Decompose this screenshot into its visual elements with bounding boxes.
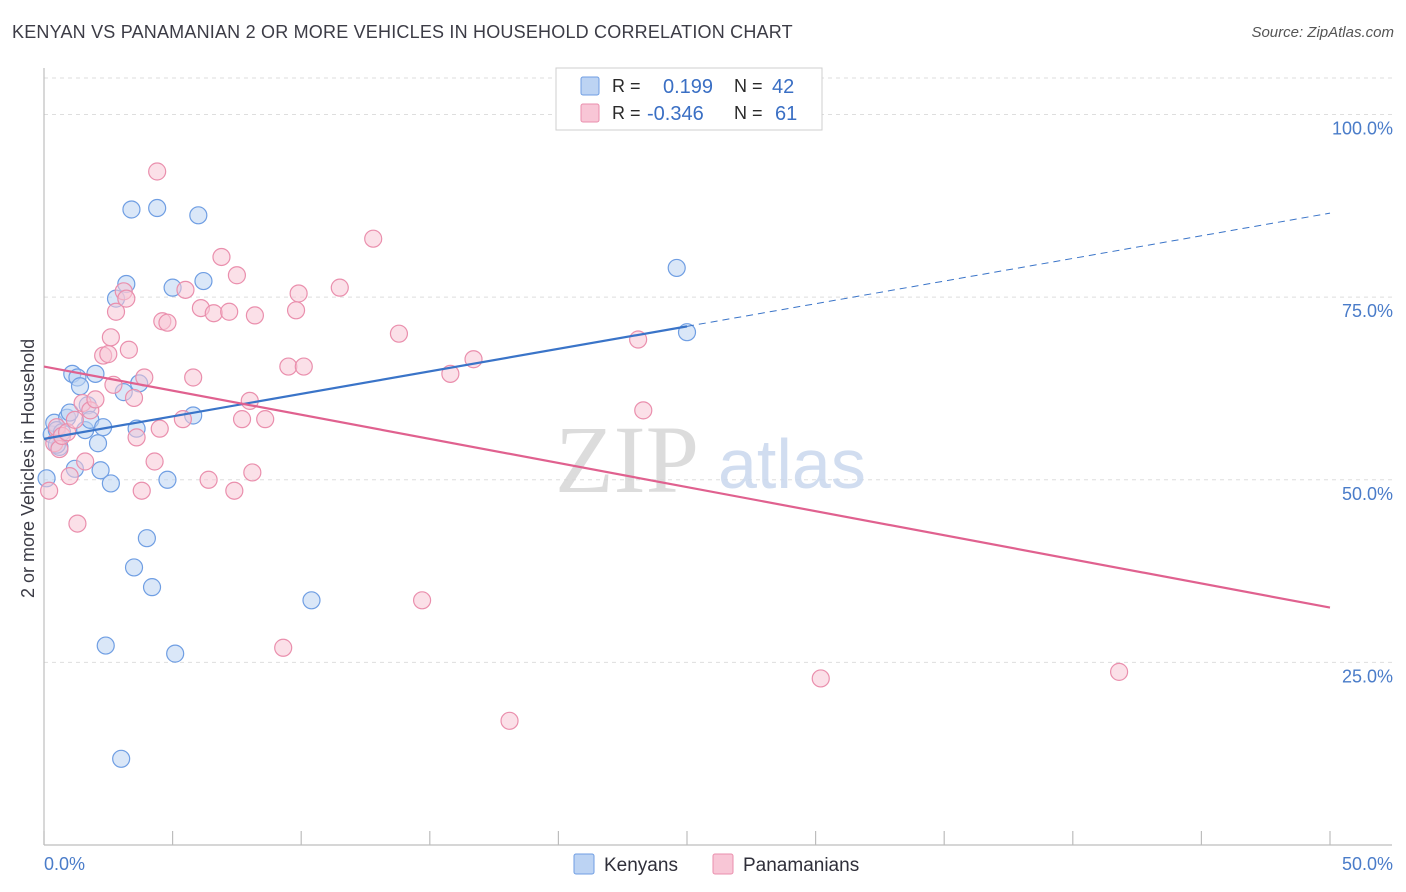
kenyan-point <box>667 258 686 278</box>
panamanian-point <box>145 452 164 471</box>
panamanian-point <box>199 470 218 489</box>
panamanian-point <box>60 467 79 486</box>
kenyan-point <box>112 749 131 768</box>
kenyan-r-value: 0.199 <box>663 76 713 98</box>
kenyan-r-label: R = <box>612 76 641 96</box>
panamanian-point <box>117 289 136 308</box>
panamanian-point <box>279 357 298 376</box>
panamanian-trend-line <box>43 365 1331 609</box>
source-label: Source: ZipAtlas.com <box>1251 24 1394 41</box>
panamanian-n-label: N = <box>734 103 763 123</box>
panamanian-point <box>76 452 95 471</box>
kenyan-point <box>302 591 321 610</box>
panamanian-point <box>225 481 244 500</box>
panamanian-point <box>330 278 349 297</box>
x-tick-label-min: 0.0% <box>44 854 85 874</box>
panamanian-r-label: R = <box>612 103 641 123</box>
tick-labels: 25.0% 50.0% 75.0% 100.0% 0.0% 50.0% <box>44 119 1393 874</box>
watermark: ZIP atlas <box>555 406 866 513</box>
x-tick-label-max: 50.0% <box>1342 854 1393 874</box>
series-legend: Kenyans Panamanians <box>573 853 859 876</box>
watermark-atlas: atlas <box>718 425 866 503</box>
panamanian-point <box>289 284 308 303</box>
stats-legend-box <box>555 67 823 131</box>
panamanian-n-value: 61 <box>775 103 797 125</box>
panamanian-point <box>101 328 120 347</box>
panamanian-point <box>132 481 151 500</box>
panamanian-point <box>119 340 138 359</box>
kenyan-point <box>166 644 185 663</box>
panamanian-point <box>204 304 223 323</box>
panamanian-point <box>127 428 146 447</box>
kenyan-point <box>194 271 213 291</box>
y-tick-label: 25.0% <box>1342 666 1393 686</box>
kenyan-point <box>124 558 144 577</box>
axes <box>43 68 1392 846</box>
panamanian-point <box>274 638 293 657</box>
kenyan-point <box>137 529 156 548</box>
panamanian-point <box>364 229 383 248</box>
y-tick-label: 50.0% <box>1342 484 1393 504</box>
panamanian-point <box>500 711 519 730</box>
chart-title: KENYAN VS PANAMANIAN 2 OR MORE VEHICLES … <box>12 22 793 42</box>
kenyan-point <box>101 474 120 493</box>
panamanian-swatch <box>580 103 600 123</box>
panamanian-point <box>227 266 246 285</box>
y-axis-label: 2 or more Vehicles in Household <box>18 339 38 598</box>
grid <box>44 77 1392 663</box>
panamanian-point <box>184 368 203 387</box>
panamanian-point <box>65 410 84 429</box>
panamanian-point <box>99 345 118 364</box>
panamanian-point <box>245 306 265 325</box>
panamanian-point <box>212 247 231 267</box>
panamanian-point <box>256 410 275 429</box>
panamanian-point <box>1109 662 1129 681</box>
kenyan-point <box>158 470 177 489</box>
panamanian-point <box>158 313 177 332</box>
legend-kenyans-swatch <box>573 853 595 875</box>
panamanian-point <box>148 162 167 181</box>
kenyan-point <box>142 578 162 597</box>
panamanian-point <box>176 280 195 299</box>
panamanian-r-value: -0.346 <box>647 103 704 125</box>
kenyan-point <box>189 206 208 225</box>
panamanian-point <box>150 419 169 438</box>
legend-panamanians-swatch <box>712 853 734 875</box>
kenyan-n-label: N = <box>734 76 763 96</box>
stats-legend: R = 0.199 N = 42 R = -0.346 N = 61 <box>555 67 823 131</box>
y-tick-label: 75.0% <box>1342 301 1393 321</box>
panamanian-point <box>243 463 262 482</box>
panamanian-point <box>124 388 144 408</box>
kenyan-trend-extension <box>686 212 1331 327</box>
watermark-zip: ZIP <box>555 406 699 513</box>
trend-lines <box>43 212 1331 609</box>
kenyan-point <box>148 198 167 218</box>
legend-panamanians-label: Panamanians <box>743 855 859 876</box>
panamanian-point <box>412 591 432 610</box>
panamanian-point <box>106 302 126 321</box>
panamanian-point <box>220 302 239 321</box>
kenyan-point <box>91 461 110 480</box>
kenyan-n-value: 42 <box>772 76 794 98</box>
panamanian-point <box>86 390 105 409</box>
kenyan-point <box>96 636 115 655</box>
panamanian-point <box>294 357 313 376</box>
panamanian-point <box>232 410 252 429</box>
panamanian-point <box>634 401 653 420</box>
panamanian-point <box>40 481 59 500</box>
legend-kenyans-label: Kenyans <box>604 855 678 876</box>
kenyan-swatch <box>580 76 600 96</box>
kenyan-point <box>122 200 141 219</box>
kenyan-point <box>86 364 105 383</box>
panamanian-point <box>389 324 409 343</box>
kenyan-point <box>88 434 108 453</box>
kenyan-trend-line <box>43 325 688 440</box>
panamanian-point <box>811 669 830 688</box>
panamanian-point <box>286 301 306 320</box>
panamanian-point <box>68 514 87 533</box>
kenyan-point <box>70 377 90 396</box>
y-tick-label: 100.0% <box>1332 119 1393 139</box>
